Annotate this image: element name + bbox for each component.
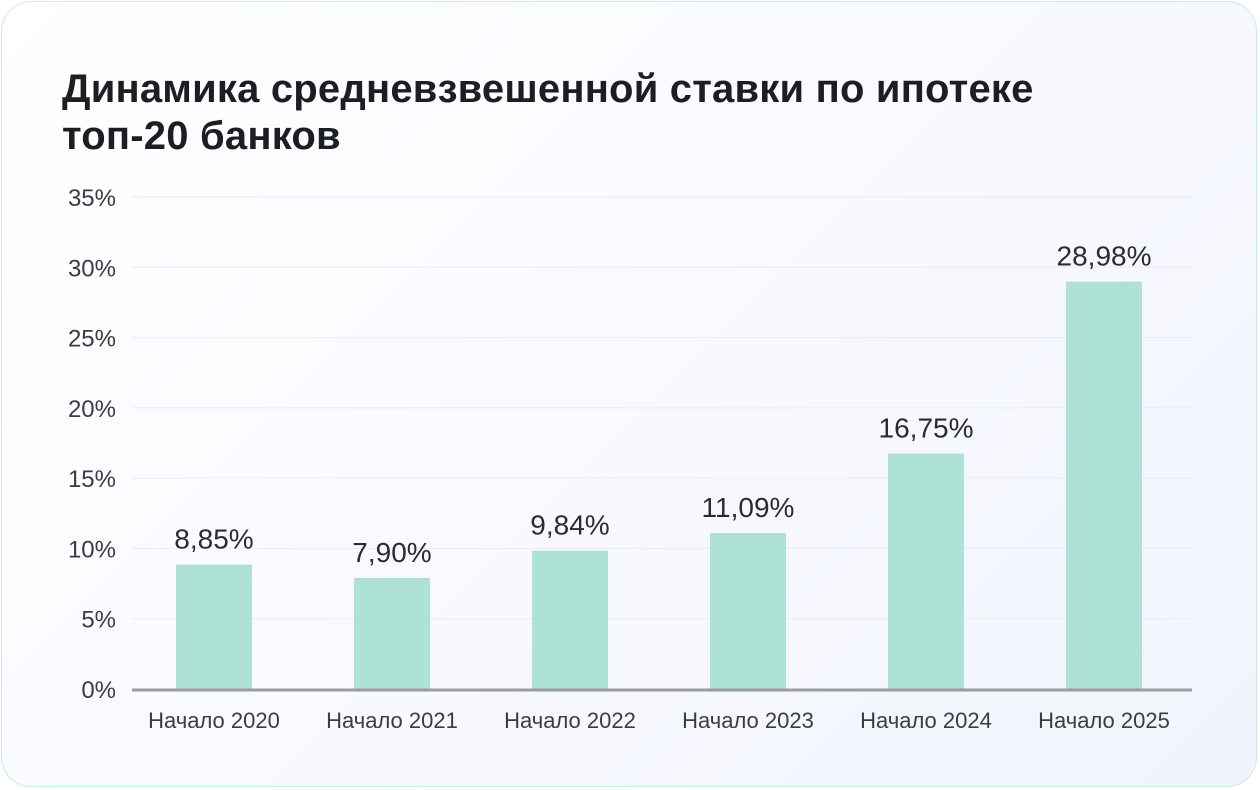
data-label: 7,90%: [352, 537, 431, 568]
x-tick-label: Начало 2023: [682, 708, 814, 733]
bar: [710, 533, 786, 689]
data-label: 8,85%: [174, 524, 253, 555]
bar: [354, 577, 430, 689]
y-tick-label: 5%: [81, 607, 116, 634]
x-tick-label: Начало 2021: [326, 708, 458, 733]
data-label: 16,75%: [879, 413, 974, 444]
data-label: 11,09%: [702, 492, 795, 523]
y-tick-label: 25%: [68, 326, 116, 353]
bar: [532, 550, 608, 689]
bar: [176, 564, 252, 689]
y-tick-label: 10%: [68, 536, 116, 563]
y-tick-label: 0%: [81, 677, 116, 704]
y-tick-label: 35%: [68, 185, 116, 212]
x-tick-label: Начало 2025: [1038, 708, 1170, 733]
y-tick-label: 15%: [68, 466, 116, 493]
y-tick-label: 20%: [68, 396, 116, 423]
bar: [1066, 281, 1142, 689]
chart-title-line-1: Динамика средневзвешенной ставки по ипот…: [62, 67, 1034, 111]
x-tick-label: Начало 2022: [504, 708, 636, 733]
bar: [888, 453, 964, 689]
y-tick-label: 30%: [68, 255, 116, 282]
x-tick-label: Начало 2020: [148, 708, 280, 733]
x-tick-label: Начало 2024: [860, 708, 992, 733]
chart-title-line-2: топ-20 банков: [62, 114, 341, 158]
chart-title: Динамика средневзвешенной ставки по ипот…: [62, 66, 1162, 160]
data-label: 9,84%: [530, 510, 609, 541]
data-label: 28,98%: [1057, 241, 1152, 272]
